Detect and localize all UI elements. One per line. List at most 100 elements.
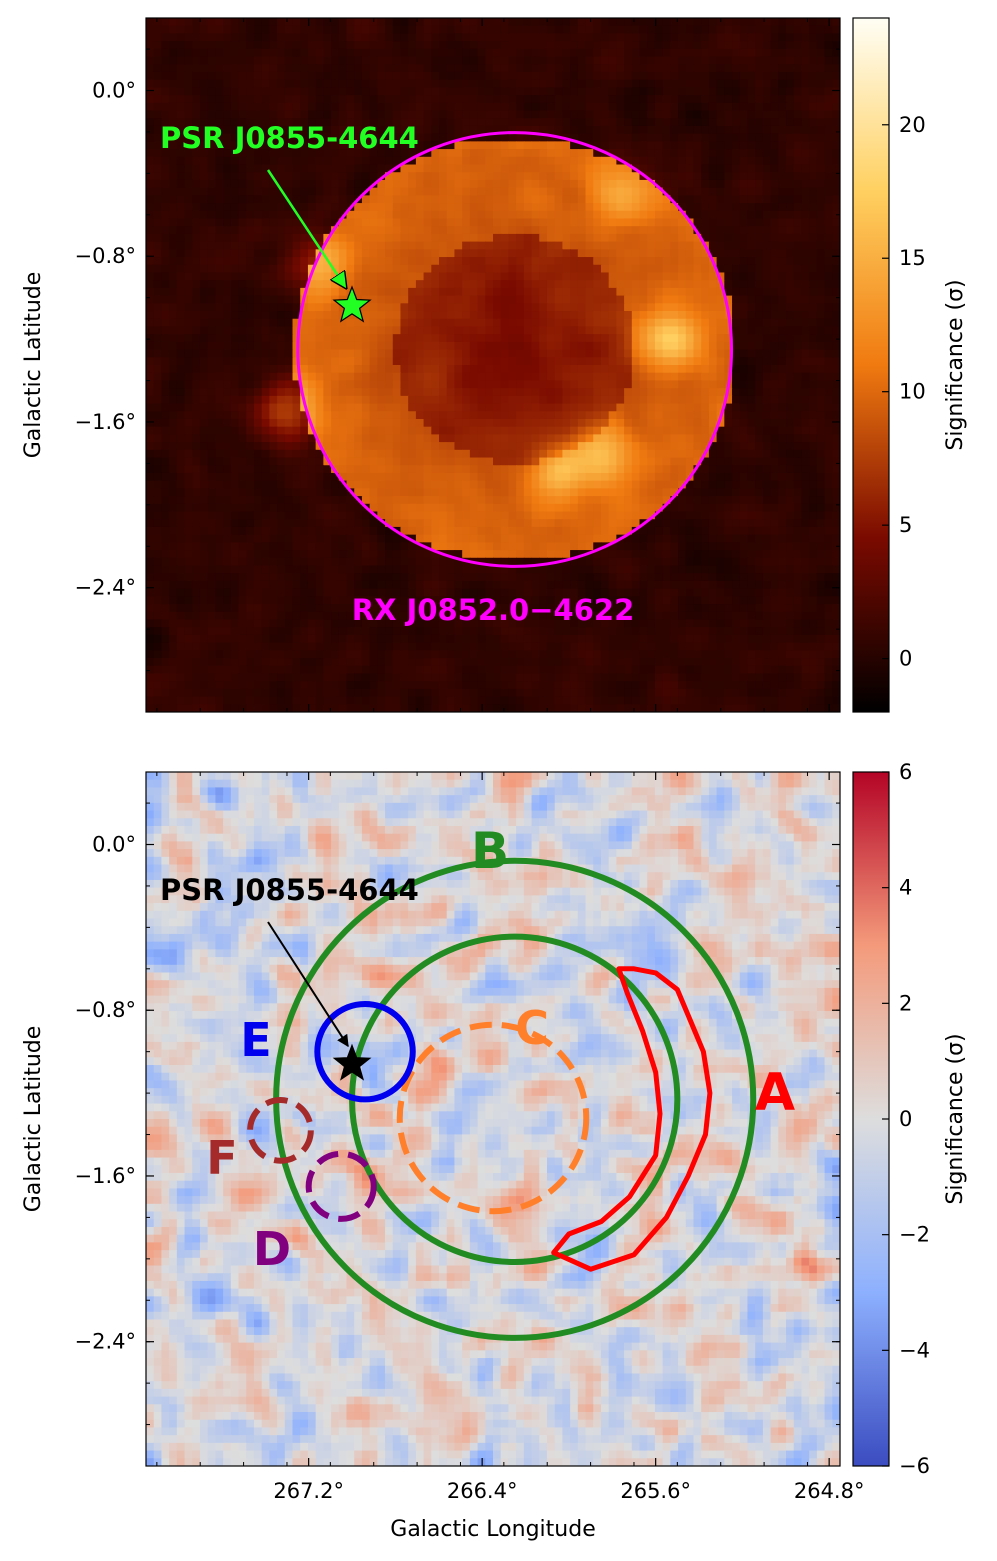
heatmap-cell (755, 303, 764, 312)
heatmap-cell (539, 226, 548, 235)
heatmap-cell (516, 172, 525, 181)
heatmap-cell (161, 56, 170, 65)
heatmap-cell (801, 257, 810, 266)
heatmap-cell (708, 287, 718, 297)
heatmap-cell (539, 41, 548, 50)
heatmap-cell (477, 56, 486, 65)
heatmap-cell (824, 79, 833, 88)
heatmap-cell (816, 365, 826, 374)
heatmap-cell (354, 418, 363, 428)
heatmap-cell (523, 48, 533, 58)
heatmap-cell (770, 272, 779, 281)
heatmap-cell (408, 218, 417, 227)
heatmap-cell (307, 71, 317, 81)
heatmap-cell (169, 295, 178, 304)
heatmap-cell (500, 257, 510, 266)
heatmap-cell (770, 210, 779, 220)
heatmap-cell (146, 133, 155, 142)
heatmap-cell (199, 295, 209, 304)
heatmap-cell (616, 18, 625, 27)
heatmap-cell (732, 218, 741, 227)
heatmap-cell (485, 210, 494, 220)
heatmap-cell (199, 249, 209, 258)
heatmap-cell (346, 25, 355, 35)
heatmap-cell (331, 125, 340, 135)
heatmap-cell (546, 311, 556, 320)
heatmap-cell (793, 48, 803, 58)
heatmap-cell (238, 218, 247, 227)
heatmap-cell (570, 426, 579, 435)
heatmap-cell (446, 418, 456, 428)
heatmap-cell (724, 102, 733, 112)
heatmap-cell (153, 187, 163, 196)
heatmap-cell (493, 434, 502, 443)
heatmap-cell (539, 18, 548, 27)
heatmap-cell (230, 257, 240, 266)
heatmap-cell (508, 226, 517, 235)
heatmap-cell (199, 48, 209, 58)
heatmap-cell (786, 218, 795, 227)
heatmap-cell (161, 272, 170, 281)
heatmap-cell (346, 341, 355, 351)
heatmap-cell (562, 41, 571, 50)
heatmap-cell (786, 187, 795, 196)
heatmap-cell (585, 226, 594, 235)
heatmap-cell (392, 18, 402, 27)
heatmap-cell (624, 303, 633, 312)
heatmap-cell (662, 226, 671, 235)
heatmap-cell (369, 311, 378, 320)
heatmap-cell (762, 218, 772, 227)
heatmap-cell (639, 418, 648, 428)
heatmap-cell (762, 426, 772, 435)
heatmap-cell (647, 418, 656, 428)
heatmap-cell (585, 48, 594, 58)
heatmap-cell (454, 357, 463, 366)
heatmap-cell (639, 311, 648, 320)
heatmap-cell (346, 326, 355, 335)
heatmap-cell (223, 442, 232, 451)
heatmap-cell (199, 426, 209, 435)
heatmap-cell (454, 172, 463, 181)
heatmap-cell (685, 172, 695, 181)
heatmap-cell (793, 349, 803, 358)
heatmap-cell (454, 341, 463, 351)
heatmap-cell (539, 233, 548, 243)
heatmap-cell (724, 41, 733, 50)
heatmap-cell (238, 249, 247, 258)
heatmap-cell (253, 341, 263, 351)
heatmap-cell (292, 203, 301, 212)
heatmap-cell (670, 125, 679, 135)
heatmap-cell (169, 210, 178, 220)
heatmap-cell (500, 25, 510, 35)
heatmap-cell (246, 272, 255, 281)
heatmap-cell (562, 380, 571, 389)
heatmap-cell (608, 95, 617, 104)
heatmap-cell (662, 403, 671, 412)
heatmap-cell (485, 179, 494, 189)
heatmap-cell (199, 241, 209, 250)
heatmap-cell (539, 257, 548, 266)
heatmap-cell (469, 257, 479, 266)
heatmap-cell (269, 442, 278, 451)
heatmap-cell (778, 380, 787, 389)
heatmap-cell (277, 48, 286, 58)
heatmap-cell (331, 434, 340, 443)
heatmap-cell (816, 349, 826, 358)
heatmap-cell (770, 149, 779, 158)
heatmap-cell (439, 149, 448, 158)
heatmap-cell (192, 403, 201, 412)
heatmap-cell (369, 64, 378, 73)
heatmap-cell (770, 341, 779, 351)
heatmap-cell (654, 95, 664, 104)
heatmap-cell (176, 71, 186, 81)
heatmap-cell (562, 411, 571, 420)
heatmap-cell (639, 257, 648, 266)
heatmap-cell (577, 272, 587, 281)
heatmap-cell (454, 395, 463, 405)
heatmap-cell (153, 79, 163, 88)
heatmap-cell (716, 303, 725, 312)
heatmap-cell (793, 210, 803, 220)
heatmap-cell (184, 48, 193, 58)
heatmap-cell (546, 156, 556, 166)
heatmap-cell (153, 218, 163, 227)
